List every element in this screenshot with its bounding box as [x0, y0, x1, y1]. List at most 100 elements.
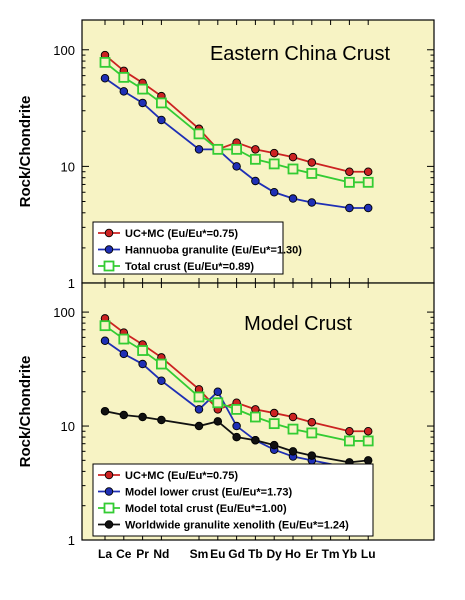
data-point — [287, 163, 299, 175]
data-point — [138, 359, 147, 369]
series-3 — [99, 320, 374, 447]
series-3 — [99, 56, 374, 188]
series-4 — [100, 406, 373, 467]
data-point — [363, 167, 373, 176]
x-tick-label: Tb — [248, 547, 263, 561]
data-point — [231, 403, 243, 415]
legend-marker — [104, 228, 114, 238]
legend-marker — [104, 245, 114, 254]
x-tick-label: Pr — [136, 547, 149, 561]
data-point — [307, 451, 317, 460]
legend-label: UC+MC (Eu/Eu*=0.75) — [125, 228, 238, 240]
data-point — [345, 167, 354, 176]
legend-label: UC+MC (Eu/Eu*=0.75) — [125, 470, 238, 482]
data-point — [345, 427, 354, 436]
series-1 — [100, 50, 373, 176]
data-point — [268, 158, 280, 170]
x-tick-label: Dy — [267, 547, 283, 561]
data-point — [100, 73, 110, 83]
legend-label: Worldwide granulite xenolith (Eu/Eu*=1.2… — [125, 520, 349, 532]
data-point — [363, 427, 373, 436]
x-tick-label: Ce — [116, 547, 132, 561]
y-axis-label: Rock/Chondrite — [17, 356, 34, 468]
data-point — [251, 176, 260, 186]
data-point — [269, 440, 279, 450]
chart-panel-1: 1 10 100 Rock/Chondrite Eastern China Crust U… — [17, 19, 435, 291]
legend-label: Total crust (Eu/Eu*=0.89) — [125, 261, 254, 273]
data-point — [269, 408, 279, 418]
chart-title: Eastern China Crust — [210, 43, 391, 65]
data-point — [232, 162, 241, 171]
data-point — [232, 421, 241, 431]
data-point — [194, 145, 204, 154]
data-point — [363, 203, 373, 213]
data-point — [343, 176, 355, 188]
data-point — [193, 128, 205, 140]
data-point — [157, 415, 166, 425]
data-point — [307, 198, 317, 207]
data-point — [249, 153, 261, 165]
x-tick-label: Eu — [210, 547, 225, 561]
data-point — [99, 56, 111, 68]
data-point — [155, 97, 167, 109]
data-point — [251, 436, 260, 445]
y-axis-label: Rock/Chondrite — [17, 96, 34, 208]
data-point — [345, 203, 354, 213]
data-point — [268, 418, 280, 430]
data-point — [213, 387, 223, 396]
legend: UC+MC (Eu/Eu*=0.75) Model lower crust (Eu… — [92, 463, 374, 537]
data-point — [343, 435, 355, 447]
x-tick-label: Er — [305, 547, 318, 561]
data-point — [362, 435, 374, 447]
data-point — [118, 333, 130, 345]
data-point — [307, 417, 317, 427]
data-point — [288, 412, 298, 422]
x-tick-label: Nd — [153, 547, 169, 561]
data-point — [157, 376, 166, 385]
y-tick-label: 10 — [61, 159, 75, 174]
data-point — [194, 421, 204, 431]
data-point — [212, 397, 224, 409]
legend-label: Model lower crust (Eu/Eu*=1.73) — [125, 487, 293, 499]
data-point — [307, 158, 317, 167]
x-tick-label: Lu — [361, 547, 376, 561]
data-point — [119, 87, 129, 96]
data-point — [288, 194, 298, 203]
series-2 — [100, 73, 373, 213]
data-point — [99, 320, 111, 332]
legend-marker — [103, 502, 115, 514]
data-point — [213, 417, 223, 426]
legend: UC+MC (Eu/Eu*=0.75) Hannuoba granulite (E… — [92, 221, 302, 275]
data-point — [137, 345, 149, 356]
data-point — [100, 336, 110, 346]
data-point — [269, 188, 279, 197]
x-tick-label: Gd — [228, 547, 245, 561]
x-tick-label: Yb — [342, 547, 357, 561]
data-point — [232, 432, 241, 442]
data-point — [362, 176, 374, 188]
legend-label: Model total crust (Eu/Eu*=1.00) — [125, 503, 287, 515]
data-point — [231, 143, 243, 155]
data-point — [287, 423, 299, 435]
x-tick-label: Ho — [285, 547, 301, 561]
y-tick-label: 10 — [61, 419, 75, 434]
data-point — [137, 83, 149, 95]
data-point — [194, 405, 204, 414]
data-point — [212, 143, 224, 155]
legend-marker — [103, 260, 115, 272]
data-point — [249, 411, 261, 423]
legend-box — [92, 221, 284, 275]
data-point — [118, 71, 130, 83]
legend-label: Hannuoba granulite (Eu/Eu*=1.30) — [125, 245, 302, 257]
x-tick-label: La — [98, 547, 112, 561]
data-point — [288, 447, 298, 456]
chart-title: Model Crust — [244, 313, 352, 335]
legend-marker — [104, 470, 114, 480]
x-axis: La Ce Pr Nd Sm Eu Gd Tb Dy Ho Er Tm Yb Lu — [98, 283, 376, 561]
legend-box — [92, 463, 374, 537]
data-point — [251, 145, 260, 154]
data-point — [100, 406, 110, 416]
data-point — [138, 412, 147, 422]
y-tick-label: 1 — [68, 276, 75, 291]
